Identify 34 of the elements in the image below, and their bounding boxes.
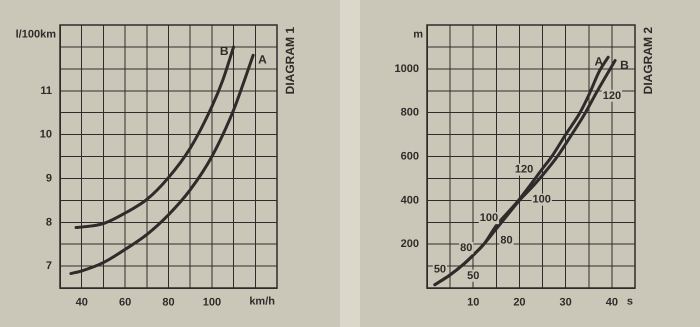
y-tick-label: 8 <box>46 216 52 228</box>
y-tick-label: 200 <box>400 238 419 250</box>
x-tick-label: 60 <box>118 296 132 309</box>
x-tick-label: 100 <box>202 296 222 309</box>
x-tick-label: 40 <box>606 296 618 309</box>
y-tick-label: 7 <box>46 260 52 272</box>
annotation: 120 <box>602 90 622 102</box>
x-tick-label: 10 <box>467 296 480 309</box>
x-axis-title: km/h <box>249 296 276 308</box>
y-tick-label: 1000 <box>394 62 419 75</box>
y-tick-label: 9 <box>46 172 52 184</box>
y-tick-label: 11 <box>40 84 52 97</box>
y-axis-title: l/100km <box>16 28 56 41</box>
x-tick-label: 40 <box>76 296 88 309</box>
annotation: 100 <box>480 212 498 224</box>
y-tick-label: 600 <box>400 150 419 163</box>
annotation: 50 <box>467 270 480 282</box>
x-tick-label: 30 <box>560 296 572 309</box>
annotation: 50 <box>434 264 446 276</box>
series-label: A <box>594 54 604 69</box>
annotation: 100 <box>532 194 551 206</box>
x-axis-title: s <box>626 296 633 308</box>
series-label: A <box>258 52 268 67</box>
annotation: 80 <box>500 234 513 246</box>
x-tick-label: 80 <box>162 296 175 309</box>
text: DIAGRAM 2 <box>641 27 655 94</box>
y-tick-label: 800 <box>400 106 419 119</box>
x-tick-label: 20 <box>513 296 526 309</box>
y-tick-label: 400 <box>400 194 419 206</box>
text: DIAGRAM 1 <box>283 27 297 94</box>
annotation: 80 <box>460 242 472 254</box>
annotation: 120 <box>514 164 534 176</box>
y-tick-label: 10 <box>40 128 52 141</box>
y-axis-title: m <box>413 28 424 41</box>
